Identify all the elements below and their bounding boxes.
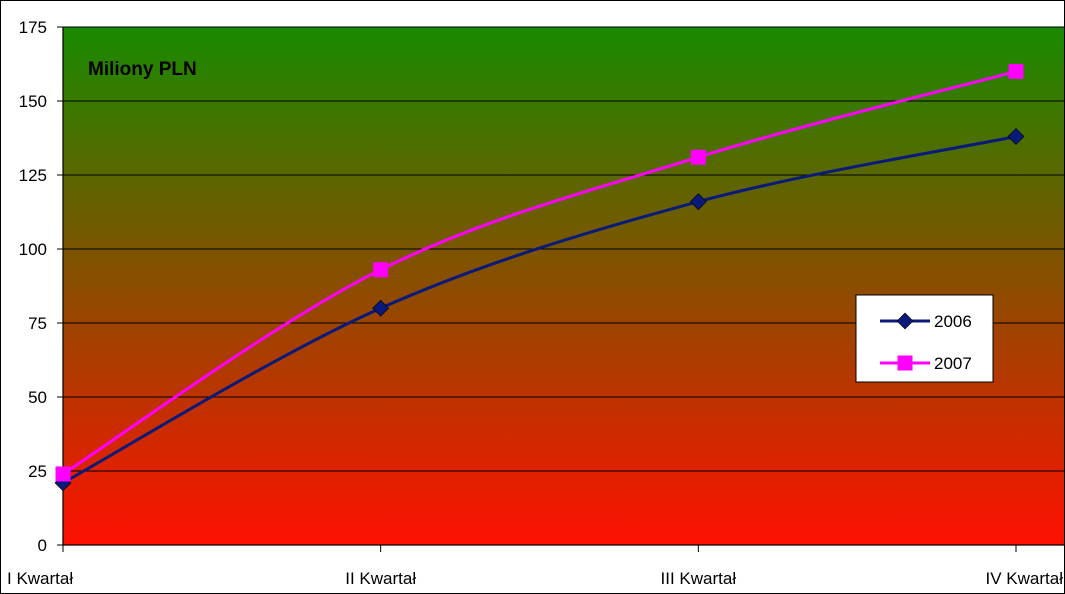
series-2007: [55, 63, 1024, 482]
x-tick-label: I Kwartał: [7, 569, 73, 588]
y-tick-label: 75: [28, 314, 47, 333]
series-group: [54, 63, 1025, 492]
x-tick-label: IV Kwartał: [986, 569, 1064, 588]
chart-title: Miliony PLN: [88, 59, 197, 80]
plot-area: [63, 27, 1064, 545]
point-2006: [689, 193, 707, 211]
x-tick-label: III Kwartał: [661, 569, 737, 588]
legend-marker-2007: [897, 355, 913, 371]
y-tick-label: 50: [28, 388, 47, 407]
series-line-2006: [62, 135, 1017, 485]
x-tick-label: II Kwartał: [345, 569, 416, 588]
y-tick-labels: 0 25 50 75 100 125 150 175: [19, 18, 63, 555]
legend-label-2007: 2007: [934, 354, 972, 373]
legend: 2006 2007: [855, 294, 994, 383]
point-2006: [1007, 128, 1025, 145]
axes: [62, 27, 1064, 546]
legend-marker-2006: [896, 312, 914, 330]
y-tick-label: 25: [28, 462, 47, 481]
legend-box: [855, 294, 994, 383]
point-2007: [1008, 63, 1024, 79]
point-2007: [55, 466, 71, 482]
point-2007: [690, 149, 706, 165]
x-tick-labels: I Kwartał II Kwartał III Kwartał IV Kwartał: [7, 545, 1063, 588]
y-tick-label: 150: [19, 92, 47, 111]
y-tick-label: 0: [38, 536, 47, 555]
y-tick-label: 175: [19, 18, 47, 37]
y-tick-label: 125: [19, 166, 47, 185]
point-2006: [372, 299, 390, 317]
legend-label-2006: 2006: [934, 312, 972, 331]
point-2007: [373, 262, 389, 278]
series-line-2007: [62, 69, 1017, 476]
y-tick-label: 100: [19, 240, 47, 259]
